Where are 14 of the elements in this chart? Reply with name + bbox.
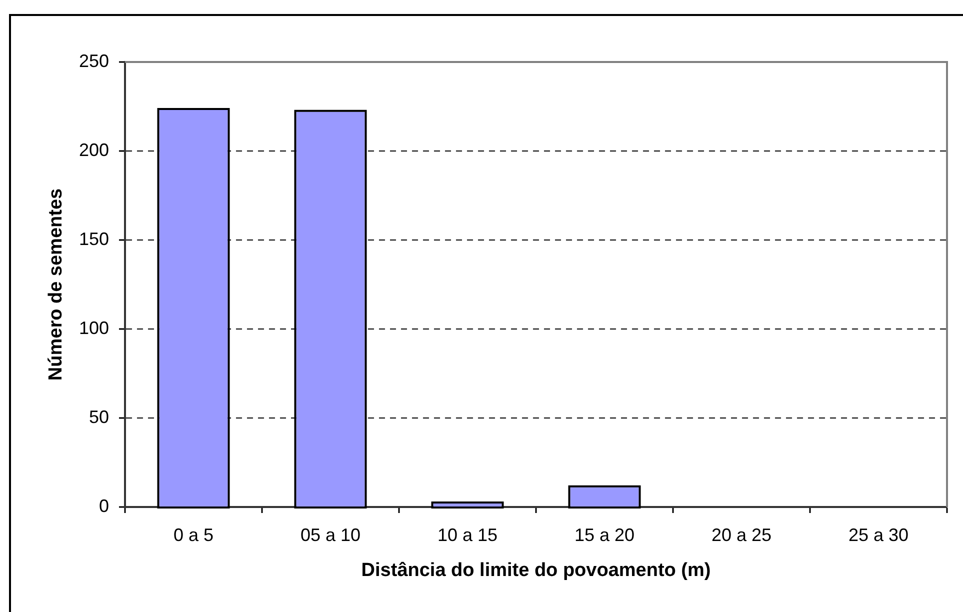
x-tick-label: 20 a 25 [711,524,772,545]
x-tick-label: 05 a 10 [300,524,361,545]
y-tick-label: 50 [88,406,109,427]
x-tick-label: 0 a 5 [173,524,214,545]
y-axis-title: Número de sementes [46,188,67,381]
y-tick-label: 200 [78,140,109,160]
x-tick-label: 25 a 30 [848,524,909,545]
y-tick-label: 100 [78,318,109,338]
x-tick-label: 15 a 20 [574,524,635,545]
x-axis-title: Distância do limite do povoamento (m) [361,560,711,581]
x-tick-label: 10 a 15 [437,524,498,545]
y-tick-label: 250 [78,50,109,71]
y-tick-label: 0 [98,496,109,516]
y-tick-label: 150 [78,228,109,249]
